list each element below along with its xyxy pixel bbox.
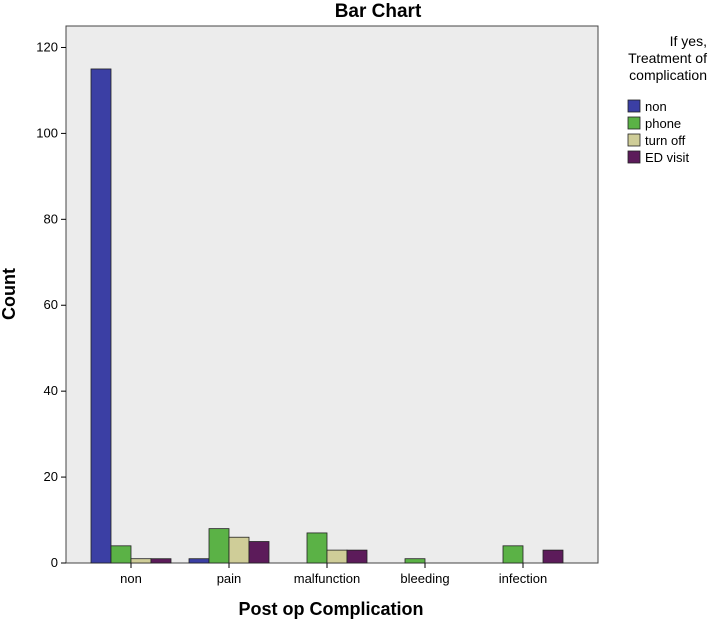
y-axis-title: Count [0,268,19,320]
y-tick-label: 120 [36,39,58,54]
bar-ed-visit-infection [542,549,564,564]
bar-ed-visit-malfunction [346,549,368,564]
legend-title-line: complication [629,67,707,83]
y-axis: 0 20 40 60 80 100 120 [36,39,66,570]
bar-phone-infection [502,545,524,564]
bar-ed-visit-non [150,558,172,564]
y-tick-label: 100 [36,125,58,140]
x-tick-label: bleeding [400,571,449,586]
bars [90,68,564,564]
legend-title-line: If yes, [670,33,707,49]
bar-non-pain [188,558,210,564]
y-tick-label: 0 [51,555,58,570]
bar-phone-non [110,545,132,564]
bar-phone-bleeding [404,558,426,564]
legend-item: non [627,99,667,114]
legend-label: non [645,99,667,114]
bar-turn-off-malfunction [326,549,348,564]
x-tick-label: infection [499,571,547,586]
legend-item: turn off [627,133,686,148]
legend-item: phone [627,116,681,131]
legend-swatch [627,150,641,164]
x-tick-label: non [120,571,142,586]
y-tick-label: 80 [44,211,58,226]
y-tick-label: 60 [44,297,58,312]
legend-swatch [627,99,641,113]
bar-ed-visit-pain [248,541,270,564]
bar-turn-off-pain [228,536,250,564]
x-axis: non pain malfunction bleeding infection [120,563,547,586]
x-axis-title: Post op Complication [238,599,423,619]
bar-turn-off-non [130,558,152,564]
bar-non-non [90,68,112,564]
legend-item: ED visit [627,150,689,165]
legend-title-line: Treatment of [628,50,707,66]
legend-swatch [627,116,641,130]
bar-phone-pain [208,528,230,564]
y-tick-label: 40 [44,383,58,398]
legend-label: turn off [645,133,686,148]
legend-swatch [627,133,641,147]
bar-phone-malfunction [306,532,328,564]
x-tick-label: malfunction [294,571,360,586]
y-tick-label: 20 [44,469,58,484]
chart-title: Bar Chart [335,1,422,22]
legend-label: ED visit [645,150,689,165]
x-tick-label: pain [217,571,242,586]
legend-label: phone [645,116,681,131]
plot-area [65,25,599,564]
